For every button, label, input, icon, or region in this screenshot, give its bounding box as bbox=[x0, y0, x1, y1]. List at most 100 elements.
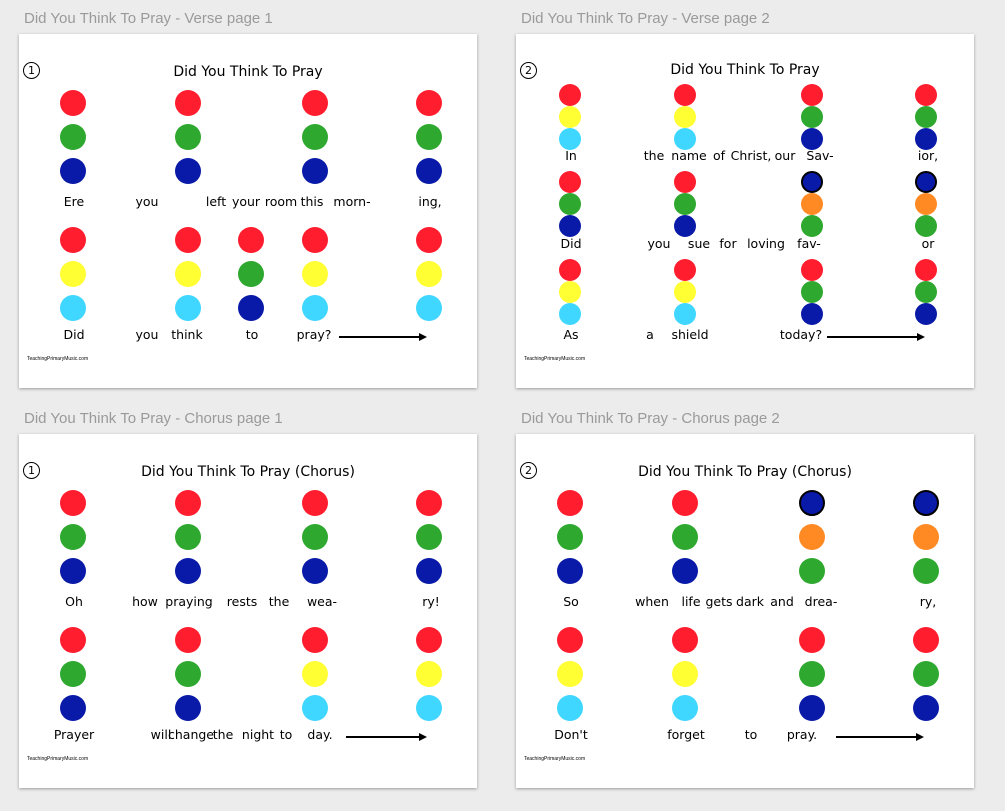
lyric-word: your bbox=[231, 194, 261, 209]
note-dot-blue-ring bbox=[913, 490, 939, 516]
song-page[interactable]: 1 Did You Think To Pray (Chorus) Oh how pray… bbox=[19, 434, 477, 788]
note-dot-cyan bbox=[674, 303, 696, 325]
lyric-word: and bbox=[770, 594, 794, 609]
note-dot-red bbox=[559, 84, 581, 106]
note-dot-yellow bbox=[557, 661, 583, 687]
note-dot-blue bbox=[60, 695, 86, 721]
note-dot-green bbox=[557, 524, 583, 550]
note-dot-yellow bbox=[416, 661, 442, 687]
note-dot-red bbox=[674, 84, 696, 106]
note-dot-green bbox=[302, 124, 328, 150]
note-dot-cyan bbox=[674, 128, 696, 150]
note-dot-blue bbox=[175, 558, 201, 584]
note-dot-red bbox=[302, 227, 328, 253]
lyric-word: will bbox=[150, 727, 172, 742]
song-page[interactable]: 2 Did You Think To Pray (Chorus) So when lif… bbox=[516, 434, 974, 788]
note-dot-blue bbox=[175, 158, 201, 184]
lyric-word: rests bbox=[226, 594, 258, 609]
lyric-word: gets bbox=[705, 594, 733, 609]
note-dot-blue bbox=[915, 128, 937, 150]
card-label: Did You Think To Pray - Chorus page 2 bbox=[521, 410, 780, 427]
note-dot-red bbox=[915, 84, 937, 106]
lyric-word: this bbox=[300, 194, 324, 209]
page-number-badge: 1 bbox=[23, 62, 40, 79]
note-dot-green bbox=[801, 106, 823, 128]
lyric-word: In bbox=[565, 148, 577, 163]
note-dot-cyan bbox=[302, 695, 328, 721]
site-credit: TeachingPrimaryMusic.com bbox=[524, 756, 586, 762]
note-dot-orange bbox=[913, 524, 939, 550]
note-dot-green bbox=[799, 661, 825, 687]
note-dot-cyan bbox=[60, 295, 86, 321]
lyric-word: loving bbox=[747, 236, 785, 251]
note-dot-red bbox=[416, 227, 442, 253]
note-dot-red bbox=[60, 490, 86, 516]
note-dot-blue bbox=[416, 158, 442, 184]
note-dot-blue bbox=[801, 128, 823, 150]
lyric-word: pray? bbox=[296, 327, 332, 342]
note-dot-red bbox=[801, 259, 823, 281]
note-dot-red bbox=[238, 227, 264, 253]
note-dot-red bbox=[175, 490, 201, 516]
note-dot-green bbox=[175, 124, 201, 150]
lyric-word: forget bbox=[667, 727, 705, 742]
note-dot-green bbox=[175, 661, 201, 687]
site-credit: TeachingPrimaryMusic.com bbox=[27, 756, 89, 762]
note-dot-green bbox=[915, 215, 937, 237]
note-dot-orange bbox=[799, 524, 825, 550]
note-dot-red bbox=[913, 627, 939, 653]
note-dot-blue bbox=[674, 215, 696, 237]
page-number-badge: 2 bbox=[520, 62, 537, 79]
lyric-word: pray. bbox=[786, 727, 818, 742]
note-dot-green bbox=[674, 193, 696, 215]
song-page[interactable]: 1 Did You Think To Pray Ere you left your room… bbox=[19, 34, 477, 388]
note-dot-blue-ring bbox=[801, 171, 823, 193]
note-dot-green bbox=[801, 215, 823, 237]
note-dot-blue bbox=[416, 558, 442, 584]
lyric-word: ing, bbox=[418, 194, 442, 209]
lyric-word: or bbox=[921, 236, 935, 251]
note-dot-yellow bbox=[302, 661, 328, 687]
lyric-word: how bbox=[132, 594, 158, 609]
song-page[interactable]: 2 Did You Think To Pray In the name of Christ,… bbox=[516, 34, 974, 388]
lyric-word: our bbox=[774, 148, 796, 163]
note-dot-blue bbox=[559, 215, 581, 237]
note-dot-blue bbox=[799, 695, 825, 721]
lyric-word: life bbox=[681, 594, 701, 609]
note-dot-cyan bbox=[672, 695, 698, 721]
lyric-word: night bbox=[241, 727, 275, 742]
note-dot-red bbox=[801, 84, 823, 106]
note-dot-red bbox=[557, 627, 583, 653]
note-dot-green bbox=[60, 124, 86, 150]
note-dot-orange bbox=[915, 193, 937, 215]
note-dot-red bbox=[674, 171, 696, 193]
lyric-word: name bbox=[671, 148, 707, 163]
lyric-word: Don't bbox=[554, 727, 588, 742]
lyric-word: the bbox=[268, 594, 290, 609]
note-dot-green bbox=[559, 193, 581, 215]
note-dot-cyan bbox=[559, 128, 581, 150]
lyric-word: Prayer bbox=[53, 727, 95, 742]
note-dot-blue bbox=[557, 558, 583, 584]
note-dot-green bbox=[915, 106, 937, 128]
page-number-badge: 2 bbox=[520, 462, 537, 479]
lyric-word: of bbox=[712, 148, 726, 163]
note-dot-red bbox=[416, 90, 442, 116]
note-dot-red bbox=[60, 627, 86, 653]
lyric-word: wea- bbox=[306, 594, 338, 609]
note-dot-yellow bbox=[672, 661, 698, 687]
note-dot-red bbox=[559, 171, 581, 193]
note-dot-yellow bbox=[60, 261, 86, 287]
page-title: Did You Think To Pray (Chorus) bbox=[638, 464, 852, 480]
note-dot-red bbox=[416, 490, 442, 516]
lyric-word: day. bbox=[307, 727, 333, 742]
lyric-word: shield bbox=[671, 327, 709, 342]
note-dot-green bbox=[175, 524, 201, 550]
lyric-word: So bbox=[563, 594, 579, 609]
lyric-word: Oh bbox=[65, 594, 83, 609]
note-dot-blue bbox=[915, 303, 937, 325]
note-dot-cyan bbox=[302, 295, 328, 321]
note-dot-red bbox=[175, 90, 201, 116]
note-dot-yellow bbox=[416, 261, 442, 287]
note-dot-yellow bbox=[559, 106, 581, 128]
